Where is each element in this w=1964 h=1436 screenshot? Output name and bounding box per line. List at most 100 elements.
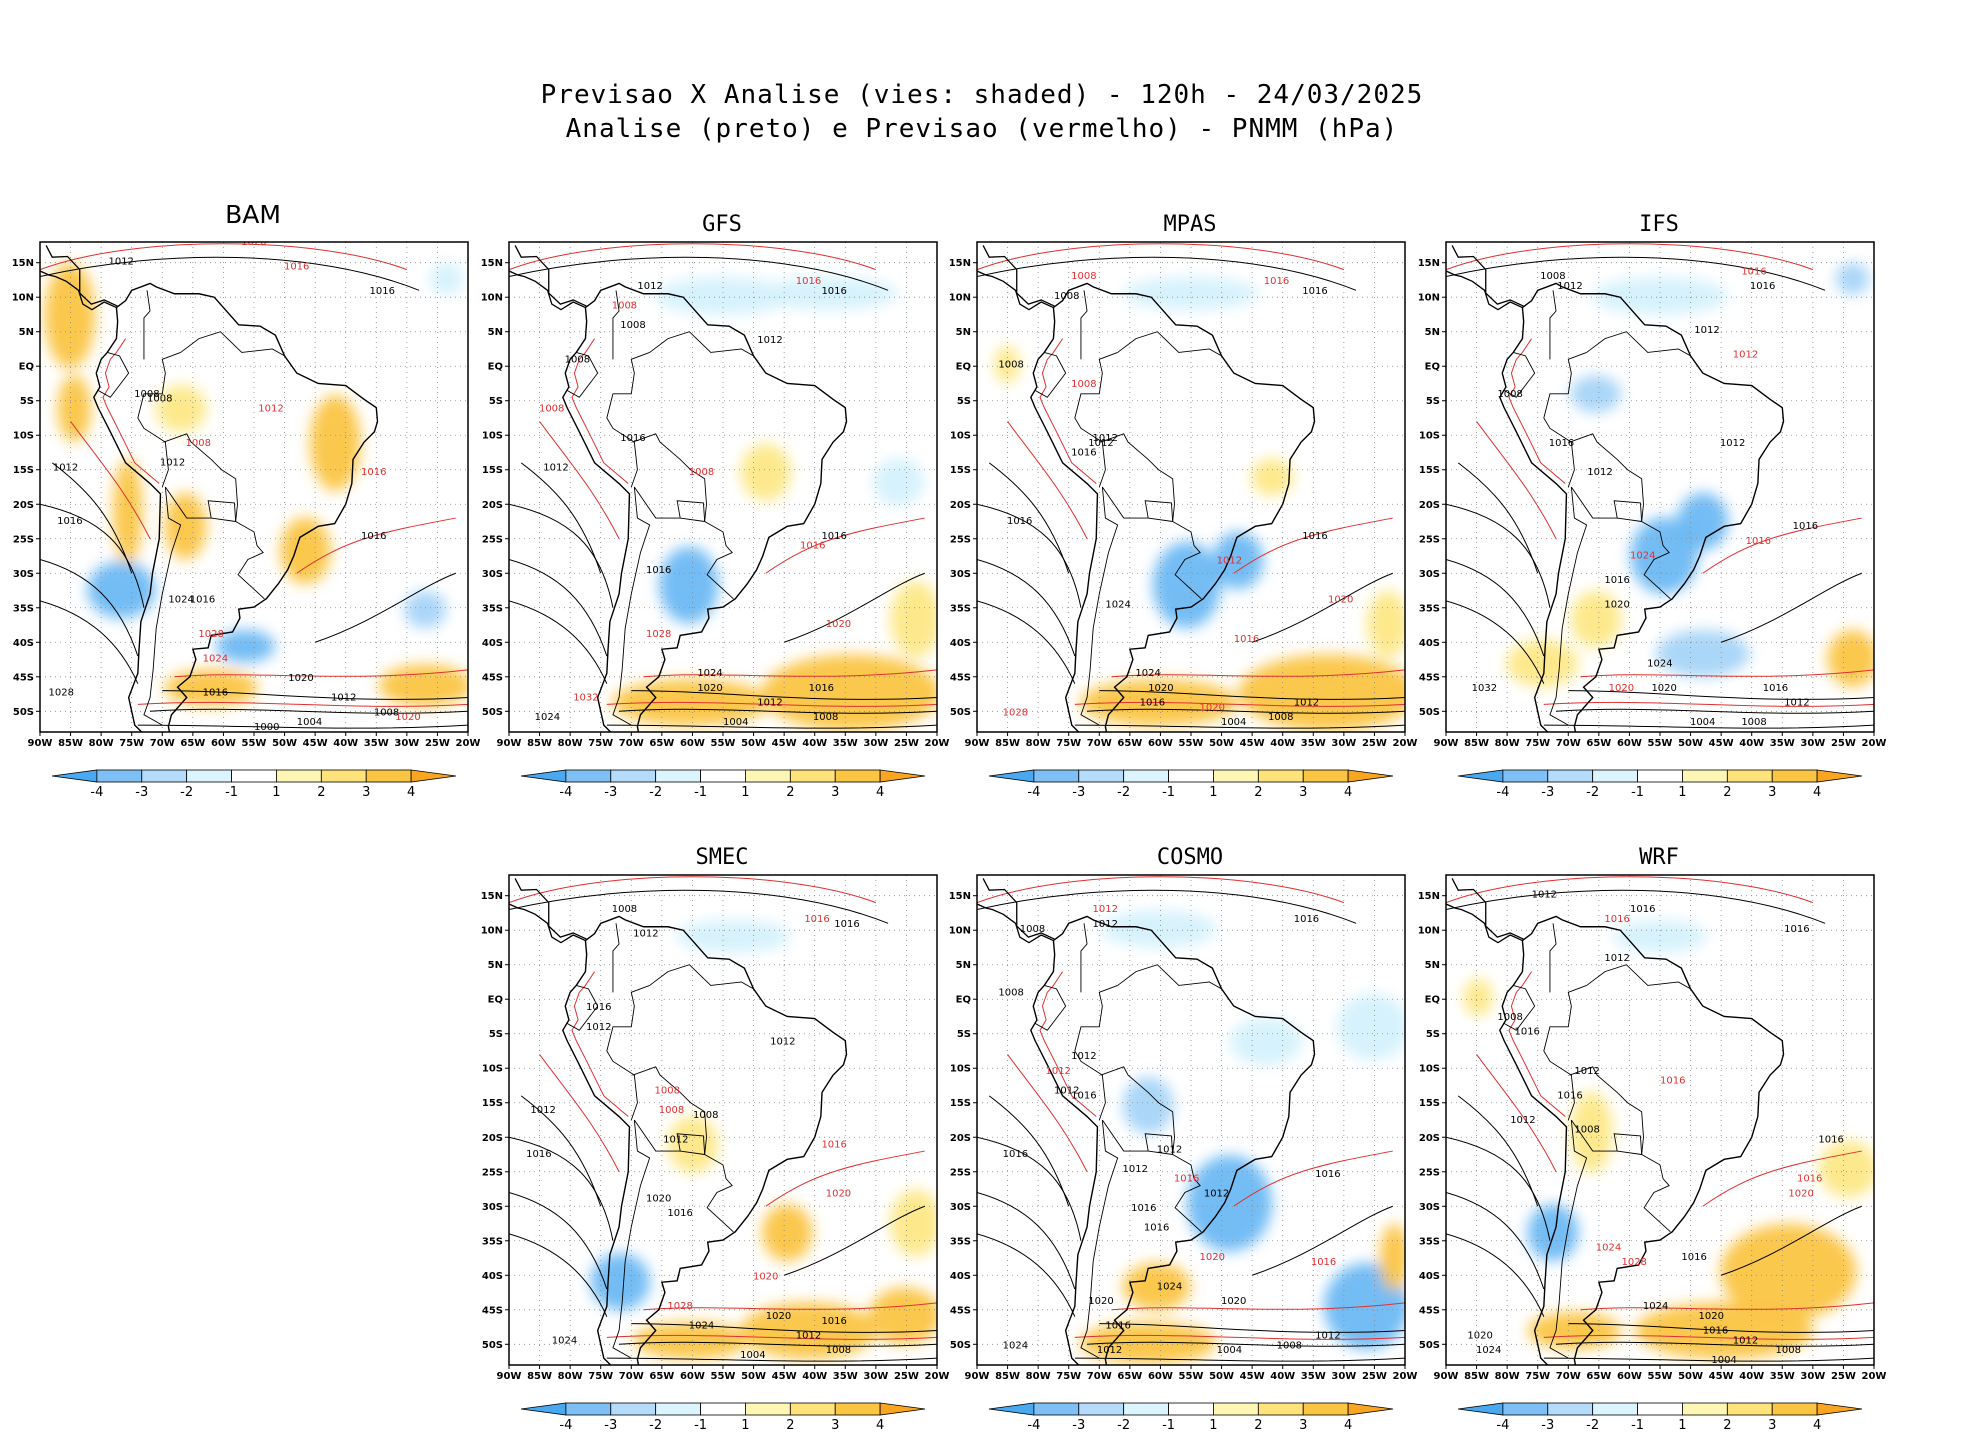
isobar — [1446, 889, 1826, 924]
country-border — [97, 351, 130, 398]
colorbar: -4 -3 -2 -1 1 2 3 4 — [51, 769, 457, 800]
lon-tick-label: 45W — [1240, 738, 1265, 749]
isobar-label: 1016 — [1763, 683, 1788, 694]
colorbar-arrow-left — [1457, 769, 1504, 783]
south-america-coast — [1030, 282, 1316, 732]
lon-tick-label: 65W — [1586, 738, 1611, 749]
isobar-label: 1012 — [1294, 698, 1319, 709]
lon-tick-label: 90W — [497, 738, 522, 749]
lon-tick-label: 75W — [588, 738, 613, 749]
isobar-label: 1020 — [766, 1311, 791, 1322]
lat-tick-label: 10S — [1419, 431, 1440, 442]
lon-tick-label: 55W — [1179, 738, 1204, 749]
colorbar: -4 -3 -2 -1 1 2 3 4 — [520, 769, 926, 800]
south-america-coast — [1499, 915, 1785, 1365]
panel-title: BAM — [225, 200, 281, 229]
colorbar-label: -1 — [1162, 785, 1175, 800]
country-border — [632, 1066, 734, 1233]
colorbar-segment — [789, 769, 836, 783]
lon-tick-label: 70W — [1087, 1371, 1112, 1382]
isobar-label: 1012 — [1093, 904, 1118, 915]
lat-tick-label: 35S — [1419, 1236, 1440, 1247]
isobar-label: 1024 — [697, 668, 722, 679]
lon-tick-label: 35W — [1301, 738, 1326, 749]
lon-tick-label: 50W — [741, 1371, 766, 1382]
lat-tick-label: 35S — [1419, 603, 1440, 614]
isobar-label: 1004 — [740, 1350, 765, 1361]
colorbar-label: 1 — [741, 1418, 749, 1433]
colorbar-arrow-left — [520, 1402, 567, 1416]
isobar-label: 1020 — [697, 683, 722, 694]
isobar — [70, 421, 151, 539]
isobar — [1074, 1357, 1405, 1362]
colorbar-label: -4 — [559, 785, 572, 800]
isobar-label: 1016 — [1315, 1169, 1340, 1180]
lon-tick-label: 25W — [425, 738, 450, 749]
isobar-label: 1020 — [1200, 702, 1225, 713]
lon-tick-label: 60W — [1617, 1371, 1642, 1382]
lat-tick-label: 10S — [13, 431, 34, 442]
south-america-coast — [562, 282, 848, 732]
colorbar-segment — [231, 769, 277, 783]
lon-tick-label: 70W — [619, 1371, 644, 1382]
bias-region — [1677, 492, 1729, 550]
isobar — [509, 256, 889, 291]
colorbar-label: 3 — [831, 785, 839, 800]
isobar — [1476, 1054, 1557, 1172]
bias-region — [868, 1287, 937, 1345]
isobar-label: 1012 — [1557, 281, 1582, 292]
isobar-label: 1016 — [667, 1208, 692, 1219]
lon-tick-label: 50W — [1678, 1371, 1703, 1382]
isobar — [40, 256, 420, 291]
colorbar-segment — [320, 769, 367, 783]
lat-tick-label: 40S — [482, 1271, 503, 1282]
bias-region — [654, 277, 792, 315]
isobar-label: 1012 — [258, 404, 283, 415]
lon-tick-label: 30W — [1331, 738, 1356, 749]
bias-region — [1101, 910, 1217, 948]
lon-tick-label: 75W — [588, 1371, 613, 1382]
colorbar-label: 1 — [1678, 1418, 1686, 1433]
isobar — [1111, 669, 1405, 678]
lat-tick-label: 20S — [950, 1133, 971, 1144]
isobar-label: 1028 — [1003, 707, 1028, 718]
isobar-label: 1008 — [1020, 924, 1045, 935]
isobar-label: 1004 — [1711, 1355, 1736, 1366]
south-america-coast — [1030, 915, 1316, 1365]
country-border — [1100, 1066, 1202, 1233]
isobar-label: 1008 — [612, 904, 637, 915]
isobar-label: 1016 — [821, 286, 846, 297]
isobar — [509, 600, 608, 684]
isobar-label: 1012 — [757, 698, 782, 709]
colorbar-label: 3 — [1299, 785, 1307, 800]
isobar-label: 1008 — [1054, 291, 1079, 302]
isobar-label: 1008 — [689, 467, 714, 478]
map-ifs: 1016101610081012101210121008101610121012… — [1418, 241, 1886, 800]
isobar-labels: 1016 101610081012101210161012100810081008… — [526, 904, 860, 1361]
lon-tick-label: 25W — [1831, 738, 1856, 749]
isobar — [1087, 1341, 1405, 1347]
colorbar-label: -2 — [180, 785, 193, 800]
bias-region — [1570, 1091, 1613, 1173]
lat-tick-label: 10N — [949, 293, 971, 304]
lat-tick-label: 5N — [1425, 327, 1440, 338]
colorbar-label: -3 — [1072, 785, 1085, 800]
country-border — [143, 290, 151, 360]
colorbar-label: 3 — [1768, 1418, 1776, 1433]
lon-tick-label: 90W — [965, 1371, 990, 1382]
lat-tick-label: 20S — [482, 1133, 503, 1144]
isobar-label: 1012 — [757, 335, 782, 346]
colorbar-label: -1 — [225, 785, 238, 800]
isobar — [1446, 876, 1814, 904]
colorbar-label: 1 — [1209, 1418, 1217, 1433]
lon-tick-label: 70W — [619, 738, 644, 749]
isobar — [509, 243, 877, 271]
isobar — [1446, 503, 1551, 608]
isobar-label: 1016 — [284, 261, 309, 272]
colorbar-label: -1 — [1631, 785, 1644, 800]
lon-tick-label: 60W — [680, 738, 705, 749]
country-border — [612, 1119, 651, 1359]
isobar-label: 1012 — [1587, 467, 1612, 478]
isobar-label: 1020 — [1148, 683, 1173, 694]
country-border — [632, 433, 734, 600]
